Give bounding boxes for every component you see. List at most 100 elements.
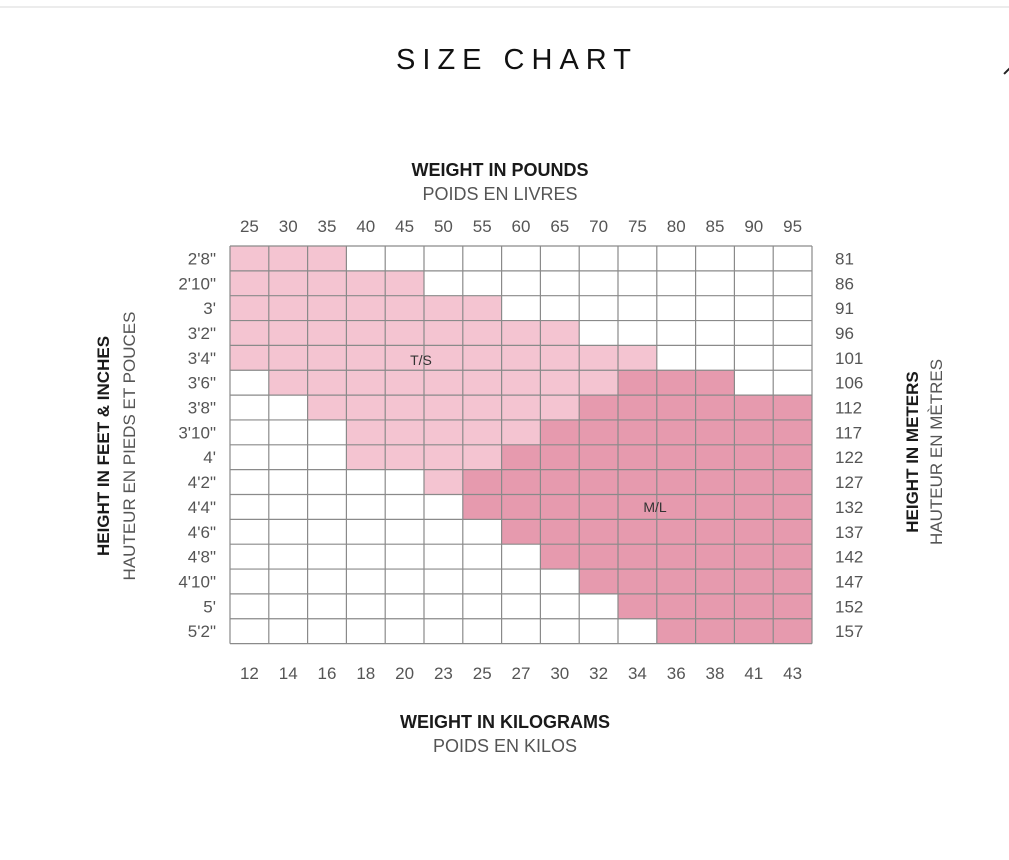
grid-cell [307, 444, 347, 470]
cell-ml [540, 494, 580, 520]
grid-cell [773, 270, 812, 296]
grid-cell [424, 519, 463, 545]
right-tick-label: 157 [835, 622, 863, 641]
cell-ts [307, 320, 347, 346]
cell-ts [385, 395, 424, 420]
cell-ml [695, 370, 735, 396]
grid-cell [618, 320, 657, 346]
cell-ml [773, 519, 812, 545]
grid-cell [346, 593, 386, 619]
cell-ts [501, 345, 541, 371]
cell-ml [734, 494, 774, 520]
bottom-tick-label: 25 [473, 664, 492, 683]
grid-cell [501, 618, 541, 644]
grid-cell [579, 246, 618, 271]
left-tick-label: 3'10" [178, 423, 216, 442]
grid-cell [268, 593, 308, 619]
cell-ts [385, 295, 424, 321]
cell-ml [734, 395, 774, 420]
cell-ts [346, 320, 386, 346]
grid-cell [230, 519, 269, 545]
right-tick-label: 152 [835, 597, 863, 616]
bottom-tick-label: 43 [783, 664, 802, 683]
cell-ts [424, 320, 463, 346]
grid-cell [695, 320, 735, 346]
grid-cell [695, 246, 735, 271]
top-tick-label: 35 [318, 217, 337, 236]
grid-cell [307, 469, 347, 495]
grid-cell [462, 569, 502, 594]
cell-ts [618, 345, 657, 371]
cell-ts [462, 370, 502, 396]
top-tick-label: 30 [279, 217, 298, 236]
left-tick-label: 3'6" [188, 374, 216, 393]
cell-ml [618, 444, 657, 470]
cell-ml [695, 544, 735, 570]
cell-ml [773, 395, 812, 420]
cell-ts [579, 370, 618, 396]
cell-ml [656, 370, 696, 396]
grid-cell [462, 593, 502, 619]
cell-ml [501, 494, 541, 520]
grid-cell [618, 270, 657, 296]
right-tick-label: 112 [835, 399, 862, 418]
cell-ml [773, 544, 812, 570]
left-tick-label: 5'2" [188, 622, 216, 641]
right-tick-label: 81 [835, 249, 854, 268]
bottom-tick-label: 34 [628, 664, 647, 683]
cell-ml [579, 544, 618, 570]
cell-ts [462, 395, 502, 420]
grid-cell [424, 544, 463, 570]
grid-cell [307, 419, 347, 445]
grid-cell [385, 618, 424, 644]
grid-cell [773, 320, 812, 346]
bottom-tick-label: 32 [589, 664, 608, 683]
grid-cell [346, 494, 386, 520]
cell-ml [462, 469, 502, 495]
cell-ml [773, 569, 812, 594]
cell-ml [462, 494, 502, 520]
cell-ml [579, 519, 618, 545]
cell-ml [618, 593, 657, 619]
cell-ts [424, 469, 463, 495]
grid-cell [268, 569, 308, 594]
grid-cell [385, 593, 424, 619]
grid-cell [268, 469, 308, 495]
right-tick-label: 142 [835, 548, 863, 567]
cell-ml [540, 519, 580, 545]
bottom-tick-label: 23 [434, 664, 453, 683]
cell-ml [656, 494, 696, 520]
grid-cell [268, 618, 308, 644]
top-axis-label: WEIGHT IN POUNDS [411, 160, 588, 180]
cell-ts [579, 345, 618, 371]
right-tick-label: 147 [835, 572, 863, 591]
cell-ml [734, 519, 774, 545]
chart-cells [230, 246, 812, 644]
grid-cell [462, 246, 502, 271]
left-axis-ticks: 2'8" 2'10" 3' 3'2" 3'4" 3'6" 3'8" 3'10" 4' 4'2" 4'… [178, 249, 216, 641]
grid-cell [734, 370, 774, 396]
size-label-ts: T/S [410, 352, 432, 368]
cell-ts [230, 345, 269, 371]
right-tick-label: 91 [835, 299, 854, 318]
bottom-tick-label: 36 [667, 664, 686, 683]
left-tick-label: 2'8" [188, 249, 216, 268]
grid-cell [385, 519, 424, 545]
top-tick-label: 50 [434, 217, 453, 236]
grid-cell [230, 494, 269, 520]
cell-ml [695, 593, 735, 619]
grid-cell [579, 295, 618, 321]
cell-ts [462, 345, 502, 371]
grid-cell [230, 444, 269, 470]
cell-ts [462, 444, 502, 470]
top-tick-label: 90 [744, 217, 763, 236]
grid-cell [501, 246, 541, 271]
bottom-tick-label: 27 [512, 664, 531, 683]
cell-ts [385, 320, 424, 346]
grid-cell [346, 544, 386, 570]
grid-cell [579, 593, 618, 619]
right-tick-label: 106 [835, 374, 863, 393]
cell-ml [695, 494, 735, 520]
top-tick-label: 40 [356, 217, 375, 236]
grid-cell [346, 618, 386, 644]
